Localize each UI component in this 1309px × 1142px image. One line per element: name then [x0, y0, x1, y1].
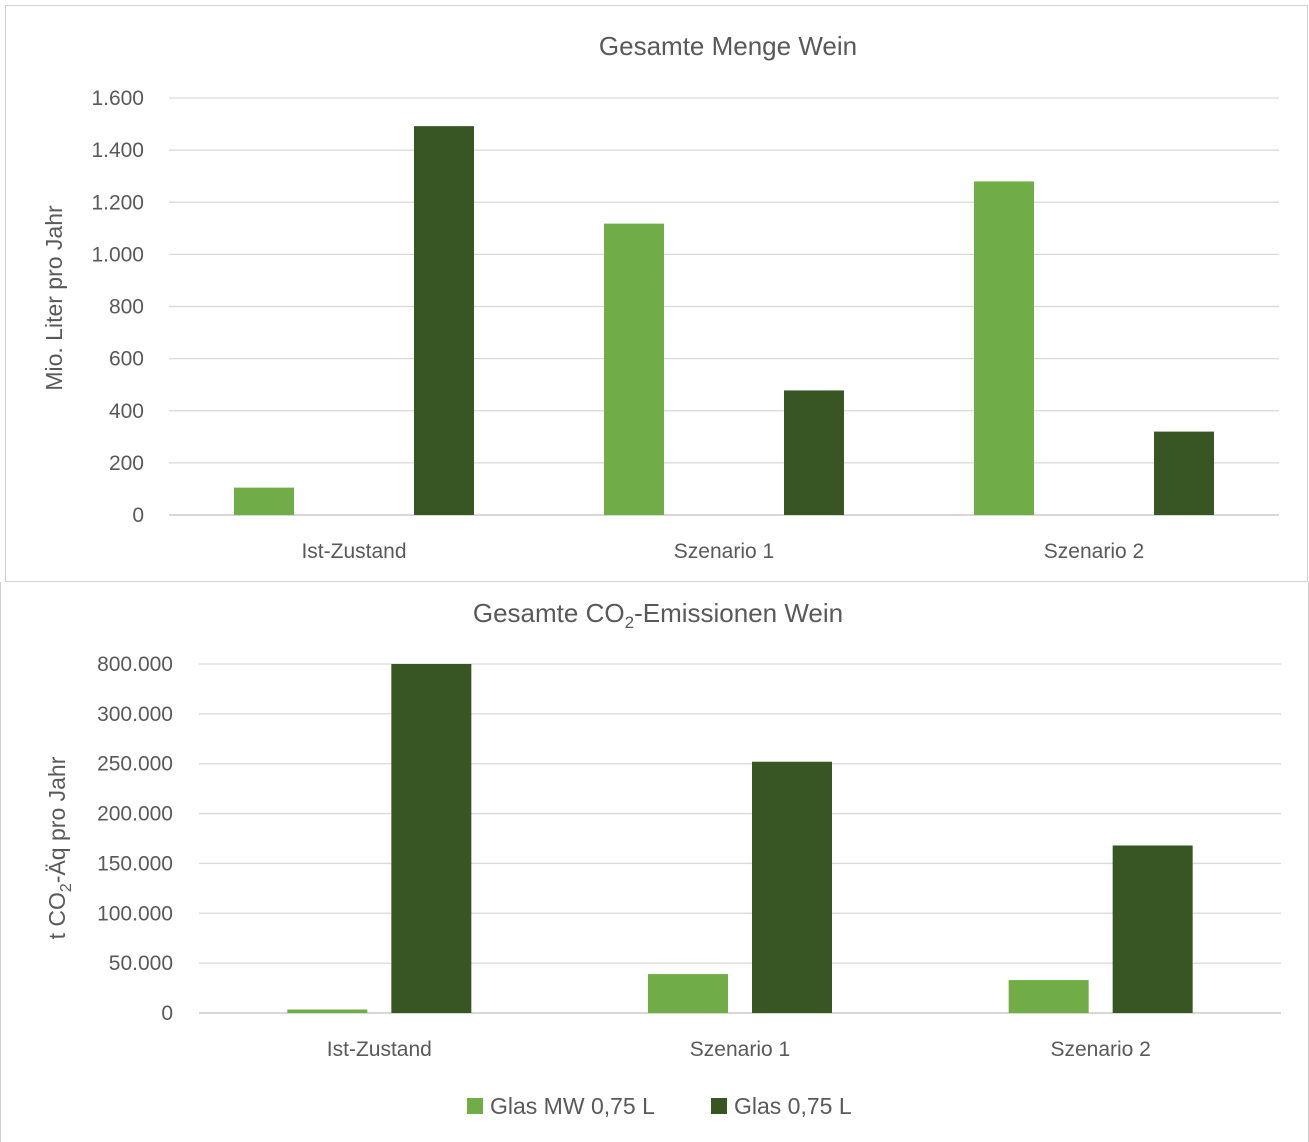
- y-tick-label: 100.000: [97, 902, 173, 925]
- bar-glas-1: [752, 761, 832, 1013]
- y-tick-label: 1.000: [91, 243, 144, 266]
- y-tick-label: 50.000: [109, 952, 173, 975]
- legend: Glas MW 0,75 L Glas 0,75 L: [467, 1093, 852, 1119]
- legend-label-1: Glas 0,75 L: [734, 1093, 852, 1119]
- y-axis-title: t CO2-Äq pro Jahr: [44, 756, 75, 939]
- chart-wine-volume: Gesamte Menge Wein 0 200 400 600 800 1.000 1.20…: [41, 31, 1279, 563]
- bar-glas-2: [1154, 431, 1214, 515]
- bar-glas-mw-2: [1008, 980, 1089, 1013]
- legend-label-0: Glas MW 0,75 L: [490, 1093, 655, 1119]
- x-tick-label: Ist-Zustand: [327, 1038, 432, 1061]
- y-tick-label: 150.000: [97, 852, 173, 875]
- bar-glas-2: [1112, 845, 1193, 1013]
- y-tick-label: 200.000: [97, 803, 173, 826]
- x-tick-label: Ist-Zustand: [301, 540, 406, 563]
- y-tick-label: 300.000: [97, 703, 173, 726]
- legend-swatch-0: [467, 1098, 483, 1114]
- y-tick-label: 250.000: [97, 753, 173, 776]
- y-tick-label: 200: [109, 452, 144, 475]
- bar-glas-0: [414, 126, 474, 516]
- chart-title: Gesamte CO2-Emissionen Wein: [473, 598, 843, 632]
- chart-co2-emissions: Gesamte CO2-Emissionen Wein050.000100.00…: [44, 598, 1281, 1119]
- bar-glas-mw-2: [974, 181, 1034, 515]
- chart-title-main: Gesamte CO: [473, 598, 625, 628]
- y-axis-title: Mio. Liter pro Jahr: [41, 205, 67, 391]
- chart-title: Gesamte Menge Wein: [599, 31, 857, 61]
- bar-glas-mw-0: [287, 1009, 368, 1013]
- bar-glas-0: [391, 664, 472, 1013]
- bar-glas-mw-1: [604, 223, 664, 515]
- y-tick-label: 0: [132, 504, 144, 527]
- bar-glas-mw-0: [234, 487, 294, 515]
- bar-glas-mw-1: [648, 974, 728, 1013]
- y-tick-label: 600: [109, 348, 144, 371]
- legend-swatch-1: [711, 1098, 727, 1114]
- x-tick-label: Szenario 1: [690, 1038, 790, 1061]
- y-tick-label: 800.000: [97, 653, 173, 676]
- chart-panel-wine-volume: Gesamte Menge Wein 0 200 400 600 800 1.000 1.20…: [5, 5, 1308, 582]
- x-tick-label: Szenario 1: [674, 540, 774, 563]
- y-tick-label: 400: [109, 400, 144, 423]
- y-axis-title-main: t CO: [44, 892, 70, 939]
- y-tick-label: 800: [109, 296, 144, 319]
- y-axis-title-subscript: 2: [58, 883, 75, 892]
- y-tick-label: 0: [161, 1002, 173, 1025]
- y-tick-label: 1.600: [91, 87, 144, 110]
- y-tick-label: 1.400: [91, 139, 144, 162]
- y-axis-title-rest: -Äq pro Jahr: [44, 756, 70, 883]
- y-tick-label: 1.200: [91, 191, 144, 214]
- chart-panel-co2-emissions: Gesamte CO2-Emissionen Wein 0 50.000 100.00…: [0, 582, 1309, 1142]
- chart-title-rest: -Emissionen Wein: [634, 598, 843, 628]
- x-tick-label: Szenario 2: [1044, 540, 1144, 563]
- chart-title-subscript: 2: [625, 613, 634, 632]
- x-tick-label: Szenario 2: [1050, 1038, 1150, 1061]
- bar-glas-1: [784, 390, 844, 515]
